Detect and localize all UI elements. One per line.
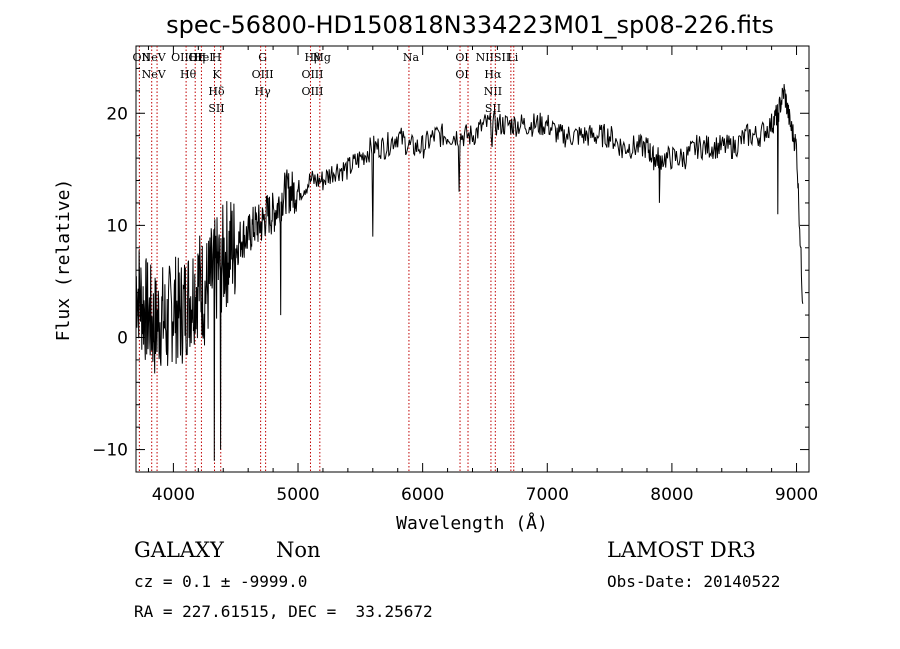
line-label: OIII — [252, 68, 274, 81]
x-tick-label: 8000 — [650, 485, 693, 505]
y-tick-label: −10 — [92, 441, 128, 461]
subclass-label: Non — [276, 538, 321, 562]
x-axis-label: Wavelength (Å) — [396, 512, 548, 534]
line-label: OII — [133, 51, 151, 64]
survey-label: LAMOST DR3 — [607, 538, 756, 562]
y-tick-label: 10 — [106, 216, 128, 236]
line-label: G — [258, 51, 267, 64]
line-label: NII — [484, 85, 502, 98]
line-label: SII — [485, 102, 501, 115]
x-tick-label: 5000 — [276, 485, 319, 505]
cz-value: cz = 0.1 ± -9999.0 — [134, 572, 308, 591]
class-label: GALAXY — [134, 538, 224, 562]
line-label: Mg — [313, 51, 331, 64]
y-tick-label: 0 — [117, 328, 128, 348]
line-label: H — [212, 51, 222, 64]
x-tick-label: 4000 — [152, 485, 195, 505]
x-tick-label: 6000 — [401, 485, 444, 505]
y-axis-label: Flux (relative) — [53, 179, 74, 342]
line-label: Hθ — [180, 68, 197, 81]
line-label: Hδ — [208, 85, 225, 98]
line-label: NeV — [142, 51, 167, 64]
coordinates: RA = 227.61515, DEC = 33.25672 — [134, 602, 433, 621]
x-tick-label: 9000 — [775, 485, 818, 505]
x-tick-label: 7000 — [526, 485, 569, 505]
line-label: NIISII — [476, 51, 511, 64]
obs-date: Obs-Date: 20140522 — [607, 572, 781, 591]
line-label: Na — [403, 51, 420, 64]
spectrum-line — [135, 84, 804, 461]
line-label: OI — [455, 51, 468, 64]
line-label: OI — [455, 68, 468, 81]
line-label: Li — [507, 51, 518, 64]
line-label: Hβ — [305, 51, 321, 64]
line-label: OIII — [301, 68, 323, 81]
line-label: OIII — [301, 85, 323, 98]
line-label: Hγ — [255, 85, 272, 98]
y-tick-label: 20 — [106, 104, 128, 124]
line-label: NeV — [142, 68, 167, 81]
chart-title: spec-56800-HD150818N334223M01_sp08-226.f… — [166, 11, 774, 39]
plot-frame — [135, 45, 810, 473]
line-label: K — [212, 68, 221, 81]
line-label: Hα — [484, 68, 502, 81]
line-label: HeI — [193, 51, 213, 64]
line-label: OIIHη — [171, 51, 205, 64]
line-label: SII — [208, 102, 224, 115]
